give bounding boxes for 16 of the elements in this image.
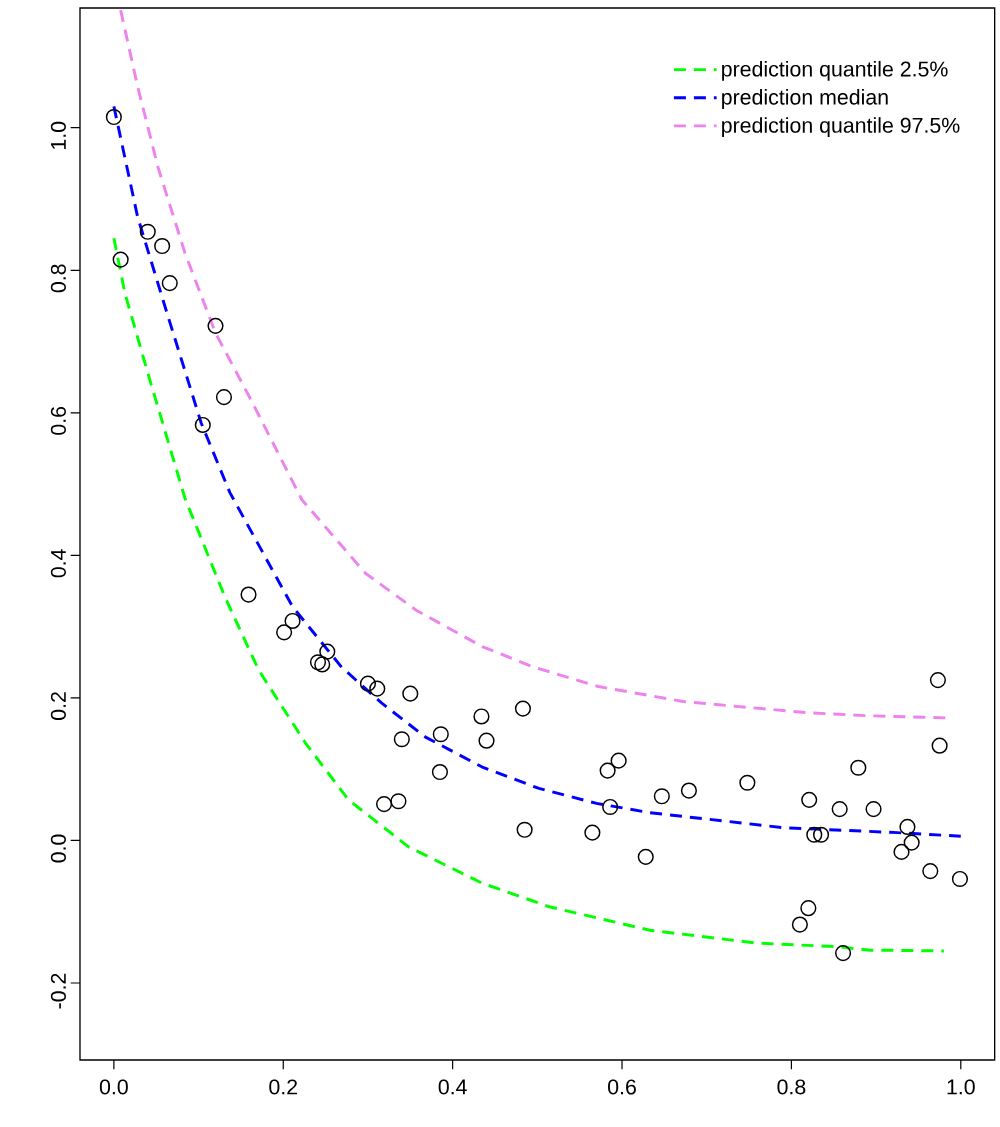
y-tick-label: 0.6: [50, 406, 66, 435]
y-tick-label: 0.0: [50, 834, 66, 863]
x-tick-label: 1.0: [947, 1079, 975, 1095]
y-tick-label: 1.0: [50, 121, 66, 149]
x-tick-label: 0.8: [777, 1079, 806, 1095]
x-tick-label: 0.2: [269, 1079, 298, 1095]
y-tick-label: 0.8: [50, 264, 66, 293]
x-tick-label: 0.0: [99, 1079, 128, 1095]
x-tick-label: 0.4: [438, 1079, 467, 1095]
y-tick-label: 0.4: [50, 549, 66, 578]
y-tick-label: 0.2: [50, 692, 66, 720]
y-tick-label: -0.2: [50, 973, 66, 1009]
x-tick-label: 0.6: [608, 1079, 636, 1095]
legend-label: prediction quantile 2.5%: [722, 60, 948, 81]
legend-label: prediction median: [722, 89, 888, 109]
legend-label: prediction quantile 97.5%: [722, 117, 960, 138]
